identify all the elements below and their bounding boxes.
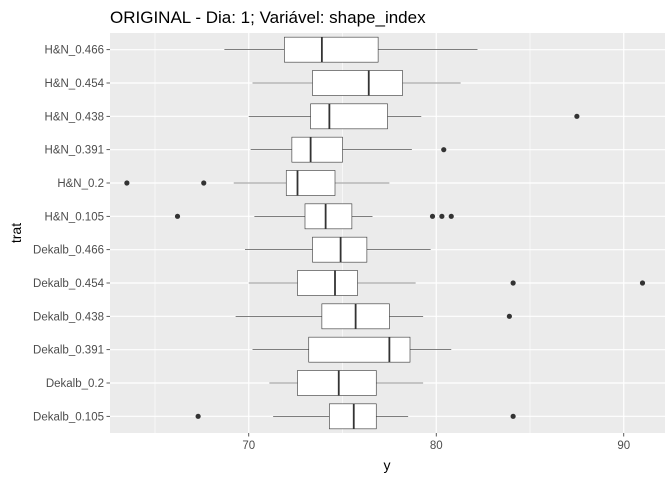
box-group xyxy=(252,70,461,96)
y-tick-label: H&N_0.454 xyxy=(45,78,105,90)
plot-panel xyxy=(110,33,665,433)
box xyxy=(285,170,336,196)
box xyxy=(310,103,388,130)
outlier-point xyxy=(124,180,130,186)
outlier-point xyxy=(574,113,580,119)
outlier-point xyxy=(439,213,445,219)
box xyxy=(308,336,411,363)
outlier-point xyxy=(201,180,207,186)
chart-title: ORIGINAL - Dia: 1; Variável: shape_index xyxy=(110,8,426,27)
outlier-point xyxy=(195,413,201,419)
x-axis-ticks: 70 80 90 xyxy=(242,433,630,452)
box-group xyxy=(248,270,646,296)
box-group xyxy=(195,403,516,430)
y-axis-ticks: H&N_0.466 H&N_0.454 H&N_0.438 H&N_0.391 H&N_… xyxy=(33,45,110,423)
box-group xyxy=(269,370,424,396)
box-group xyxy=(174,203,454,230)
y-tick-label: H&N_0.105 xyxy=(45,211,104,223)
box xyxy=(329,403,377,430)
y-tick-label: Dekalb_0.105 xyxy=(33,411,104,423)
y-tick-label: Dekalb_0.391 xyxy=(33,345,104,357)
x-axis-title: y xyxy=(384,457,391,473)
box-group xyxy=(252,336,452,363)
box xyxy=(297,270,358,296)
y-tick-label: H&N_0.391 xyxy=(45,145,104,157)
box xyxy=(312,70,403,96)
box xyxy=(284,36,379,63)
y-tick-label: Dekalb_0.2 xyxy=(46,378,104,390)
box xyxy=(297,370,377,396)
box-group xyxy=(124,170,390,196)
outlier-point xyxy=(429,213,436,219)
y-tick-label: H&N_0.2 xyxy=(57,178,104,190)
outlier-point xyxy=(639,280,646,286)
box xyxy=(291,136,343,163)
y-axis-title: trat xyxy=(8,223,24,243)
y-tick-label: H&N_0.466 xyxy=(45,45,104,57)
outlier-point xyxy=(510,280,516,286)
y-tick-label: Dekalb_0.454 xyxy=(33,278,105,290)
x-tick-label: 70 xyxy=(242,440,255,452)
y-tick-label: Dekalb_0.438 xyxy=(33,311,104,323)
outlier-point xyxy=(510,413,516,419)
x-tick-label: 90 xyxy=(617,440,630,452)
box-group xyxy=(245,236,431,263)
x-tick-label: 80 xyxy=(430,440,443,452)
box xyxy=(304,203,353,230)
box-group xyxy=(248,103,580,130)
outlier-point xyxy=(174,213,181,219)
box xyxy=(312,236,368,263)
box-group xyxy=(224,36,478,63)
y-tick-label: Dekalb_0.466 xyxy=(33,245,104,257)
box-group xyxy=(250,136,447,163)
outlier-point xyxy=(441,147,447,153)
y-tick-label: H&N_0.438 xyxy=(45,111,104,123)
box-group xyxy=(235,303,512,330)
boxes xyxy=(124,36,646,430)
outlier-point xyxy=(448,213,454,219)
outlier-point xyxy=(506,313,512,319)
